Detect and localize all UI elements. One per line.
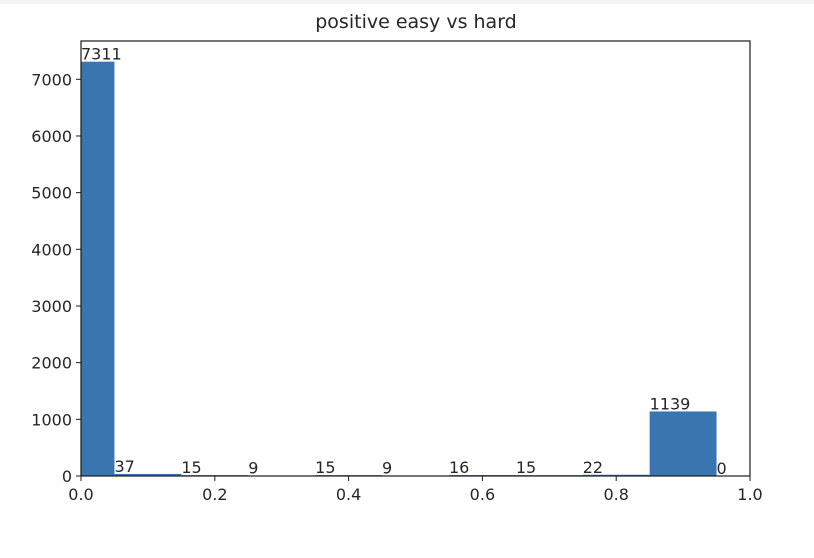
bar-labels-group: 7311 37 15 9 15 9 16 15 22 1139 0 [81,45,727,478]
bar-value-label: 15 [516,458,536,477]
bar-value-label: 15 [181,458,201,477]
y-axis: 0 1000 2000 3000 4000 5000 6000 7000 [31,70,81,486]
histogram-bar [582,474,650,476]
bar-value-label: 0 [717,459,727,478]
bar-value-label: 15 [315,458,335,477]
bar-value-label: 9 [248,458,258,477]
y-tick-label: 6000 [31,127,72,146]
histogram-bar [649,411,717,476]
bar-value-label: 16 [449,458,469,477]
x-tick-label: 0.2 [202,485,227,504]
y-tick-label: 0 [62,467,72,486]
bars-group [81,61,717,476]
bar-value-label: 1139 [650,394,691,413]
bar-value-label: 9 [382,458,392,477]
chart-title: positive easy vs hard [315,11,517,33]
y-tick-label: 4000 [31,240,72,259]
x-tick-label: 0.0 [68,485,93,504]
plot-frame [80,40,751,477]
y-tick-label: 1000 [31,410,72,429]
x-tick-label: 0.4 [336,485,361,504]
x-tick-label: 0.8 [603,485,628,504]
bar-value-label: 7311 [81,45,122,64]
x-axis: 0.0 0.2 0.4 0.6 0.8 1.0 [68,476,763,504]
window-top-strip [0,0,814,4]
histogram-bar [81,61,115,476]
y-tick-label: 3000 [31,297,72,316]
y-tick-label: 2000 [31,354,72,373]
bar-value-label: 37 [114,457,134,476]
x-tick-label: 1.0 [737,485,762,504]
y-tick-label: 5000 [31,184,72,203]
y-tick-label: 7000 [31,70,72,89]
histogram-bar [114,473,182,476]
bar-value-label: 22 [583,458,603,477]
x-tick-label: 0.6 [470,485,495,504]
